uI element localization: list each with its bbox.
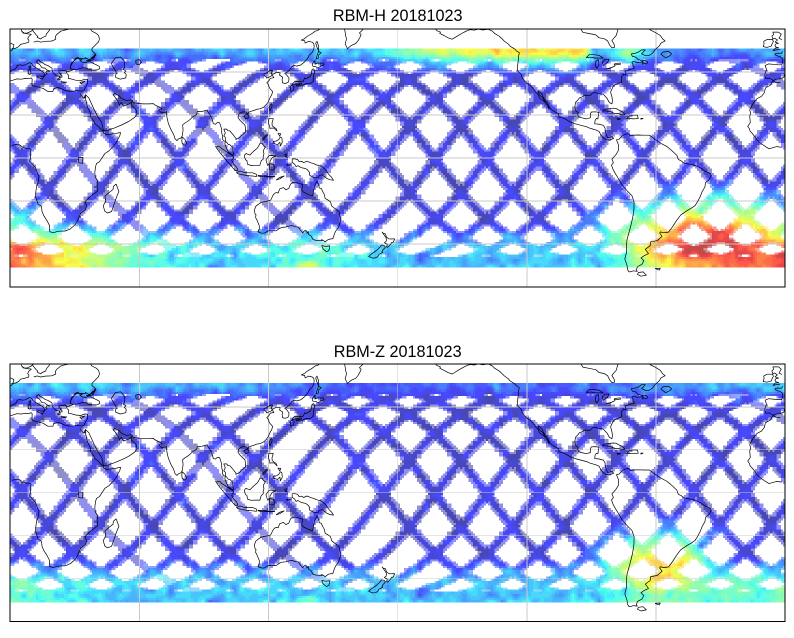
svg-text:RBM-H 20181023: RBM-H 20181023 — [333, 7, 463, 25]
svg-text:RBM-Z 20181023: RBM-Z 20181023 — [334, 343, 462, 361]
